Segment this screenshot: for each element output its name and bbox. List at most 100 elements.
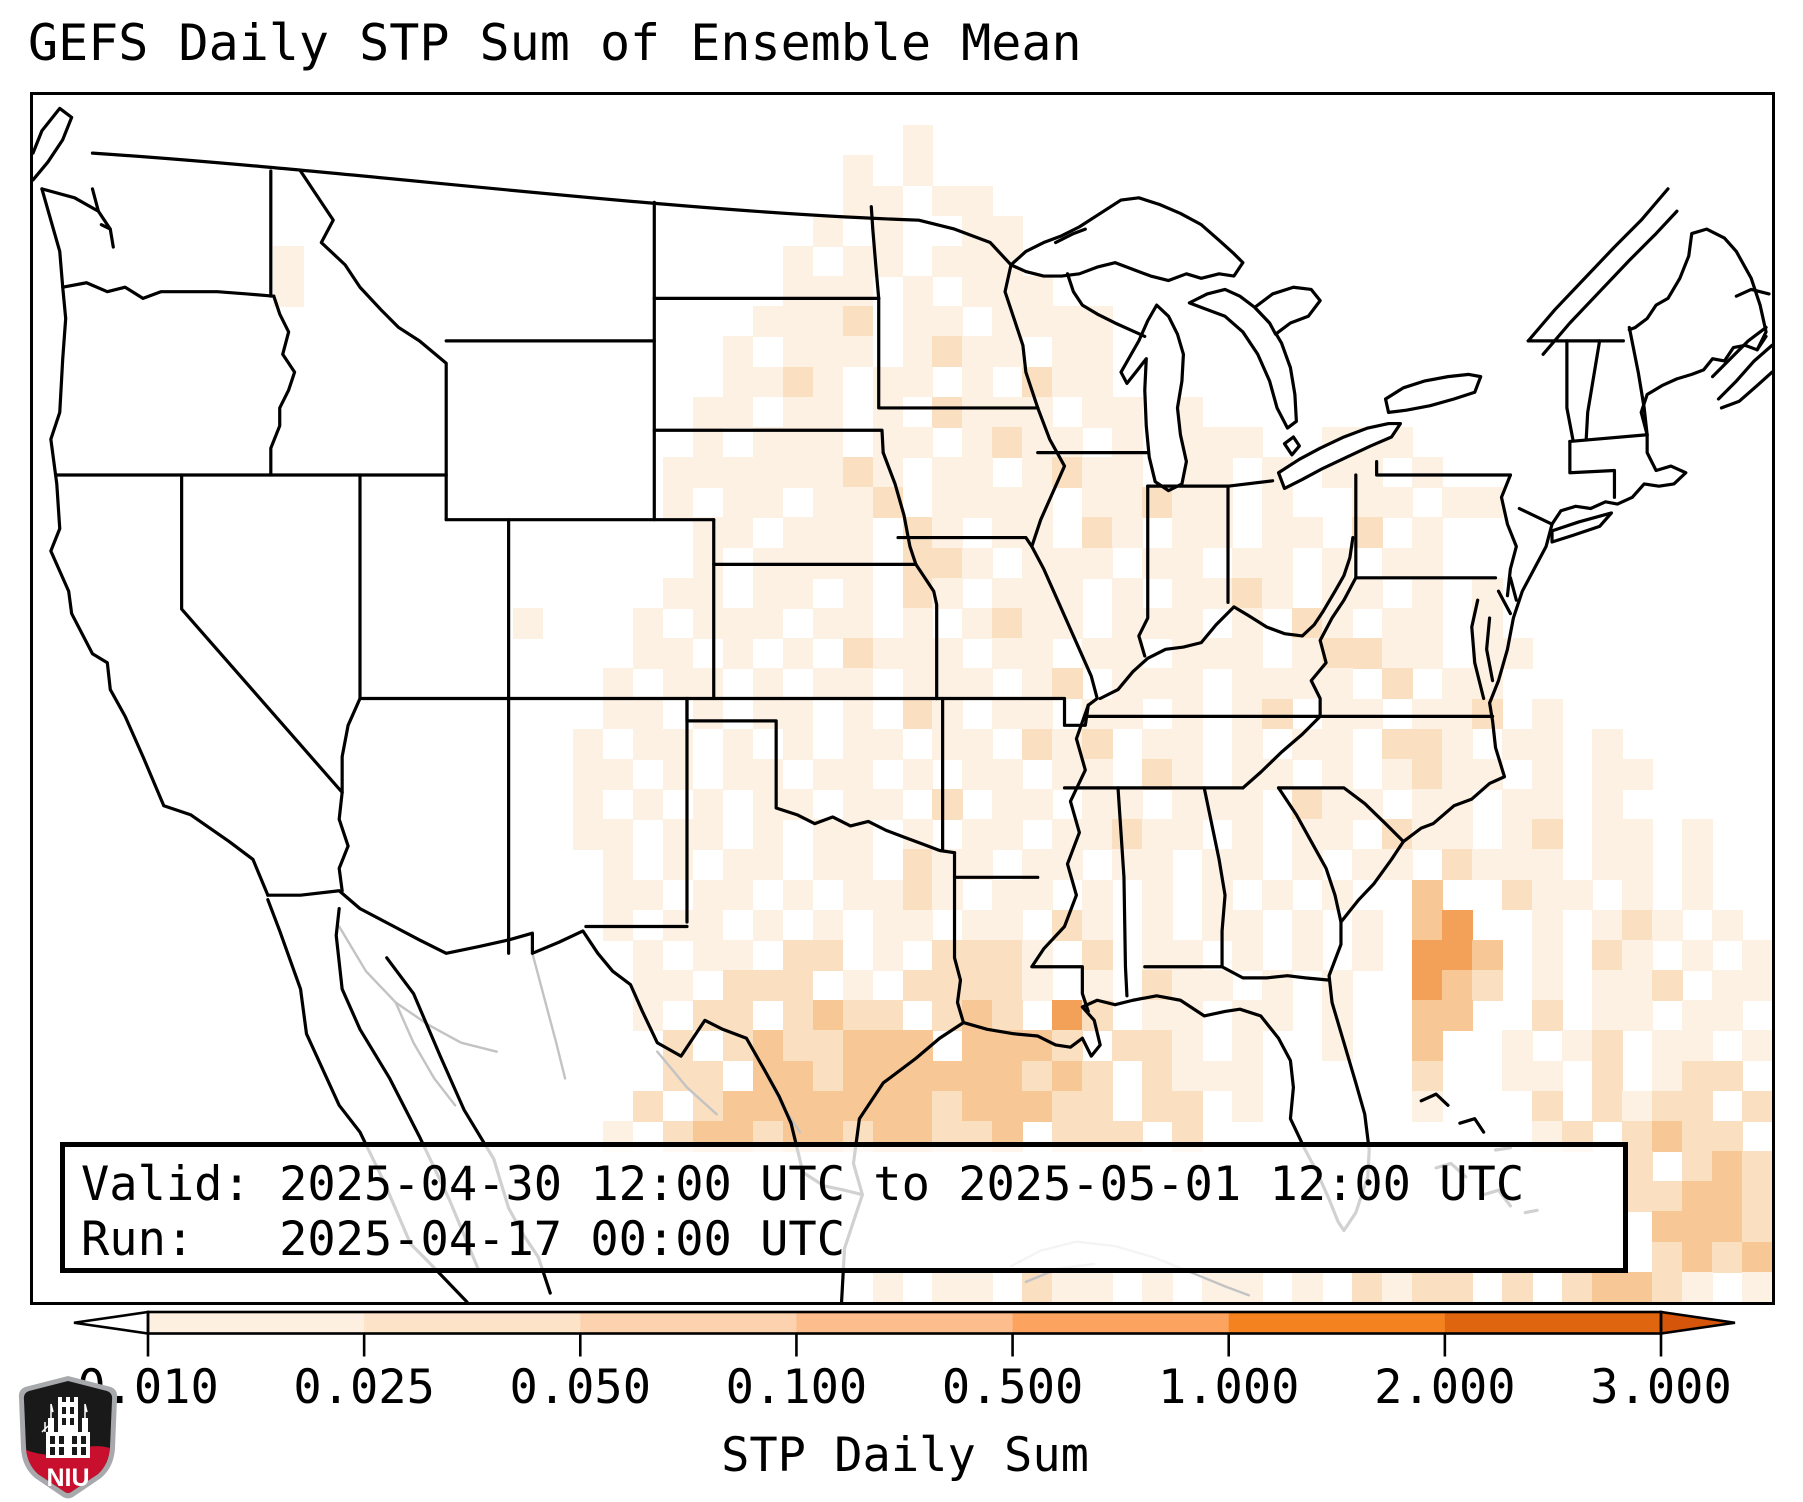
heatmap-cell [842,698,874,730]
heatmap-cell [572,758,604,790]
heatmap-cell [1142,1060,1174,1092]
heatmap-cell [602,849,634,881]
heatmap-cell [1712,1241,1743,1273]
heatmap-cell [1382,547,1413,579]
heatmap-cell [602,879,634,911]
heatmap-cell [1112,517,1144,549]
heatmap-cell [962,1030,994,1062]
heatmap-cell [662,668,694,700]
heatmap-cell [902,970,934,1001]
logo-text: NIU [46,1464,89,1492]
heatmap-cell [962,970,994,1001]
heatmap-cell [1442,698,1473,730]
heatmap-cell [1322,789,1353,820]
heatmap-cell [812,849,844,881]
heatmap-cell [872,728,904,760]
heatmap-cell [1502,819,1533,851]
heatmap-cell [1502,728,1533,760]
heatmap-cell [1232,607,1263,639]
heatmap-cell [1022,970,1054,1001]
heatmap-cell [1412,728,1443,760]
heatmap-cell [722,849,754,881]
heatmap-cell [752,970,784,1001]
heatmap-cell [1652,1211,1683,1243]
heatmap-cell [1352,577,1383,609]
heatmap-cell [632,1090,664,1122]
heatmap-cell [1052,1090,1084,1122]
heatmap-cell [1712,1000,1743,1032]
heatmap-cell [632,879,664,911]
heatmap-cell [1532,698,1563,730]
heatmap-cell [1232,426,1263,458]
heatmap-cell [1262,879,1293,911]
heatmap-cell [992,939,1024,971]
heatmap-cell [692,698,724,730]
heatmap-cell [992,758,1024,790]
heatmap-cell [1082,547,1114,579]
heatmap-cell [1172,517,1204,549]
heatmap-cell [1082,728,1114,760]
heatmap-cell [572,819,604,851]
heatmap-cell [1202,638,1233,670]
heatmap-cell [1682,1271,1713,1302]
heatmap-cell [1382,668,1413,700]
heatmap-cell [842,155,874,187]
heatmap-cell [1262,517,1293,549]
heatmap-cell [662,638,694,670]
heatmap-cell [1742,1151,1772,1182]
colorbar-segment [796,1312,1014,1334]
heatmap-cell [1322,970,1353,1001]
heatmap-cell [1322,668,1353,700]
heatmap-cell [722,970,754,1001]
heatmap-cell [1442,758,1473,790]
heatmap-cell [1172,668,1204,700]
heatmap-cell [752,758,784,790]
heatmap-cell [872,638,904,670]
heatmap-cell [692,909,724,941]
heatmap-cell [842,758,874,790]
heatmap-cell [1652,909,1683,941]
heatmap-cell [992,970,1024,1001]
heatmap-cell [1622,849,1653,881]
heatmap-cell [1142,758,1174,790]
colorbar-outline [146,1310,1663,1335]
heatmap-cell [1052,547,1084,579]
heatmap-cell [1082,517,1114,549]
heatmap-cell [812,909,844,941]
heatmap-cell [1412,879,1443,911]
heatmap-cell [752,457,784,488]
heatmap-cell [692,668,724,700]
heatmap-cell [992,577,1024,609]
heatmap-cell [1112,698,1144,730]
heatmap-cell [1292,1271,1323,1302]
heatmap-cell [1652,1120,1683,1152]
heatmap-cell [1352,1271,1383,1302]
heatmap-cell [812,426,844,458]
heatmap-cell [782,638,814,670]
heatmap-cell [1052,1060,1084,1092]
lake-ontario [1386,374,1481,412]
colorbar-right-arrow-icon [1659,1310,1736,1336]
heatmap-cell [962,457,994,488]
heatmap-cell [992,336,1024,368]
heatmap-cell [812,819,844,851]
heatmap-cell [1112,849,1144,881]
heatmap-cell [902,668,934,700]
heatmap-cell [1412,1000,1443,1032]
heatmap-cell [1052,668,1084,700]
logo-castle-windows [50,1407,86,1455]
heatmap-cell [1022,577,1054,609]
heatmap-cell [902,849,934,881]
heatmap-cell [1502,879,1533,911]
heatmap-cell [752,668,784,700]
heatmap-cell [932,879,964,911]
colorbar-tick-label: 1.000 [1157,1360,1300,1415]
heatmap-cell [902,879,934,911]
heatmap-cell [992,819,1024,851]
heatmap-cell [782,939,814,971]
annotation-box: Valid: 2025-04-30 12:00 UTC to 2025-05-0… [60,1142,1628,1273]
heatmap-cell [1682,1181,1713,1213]
heatmap-cell [1412,970,1443,1001]
heatmap-cell [962,245,994,277]
heatmap-cell [1592,819,1623,851]
